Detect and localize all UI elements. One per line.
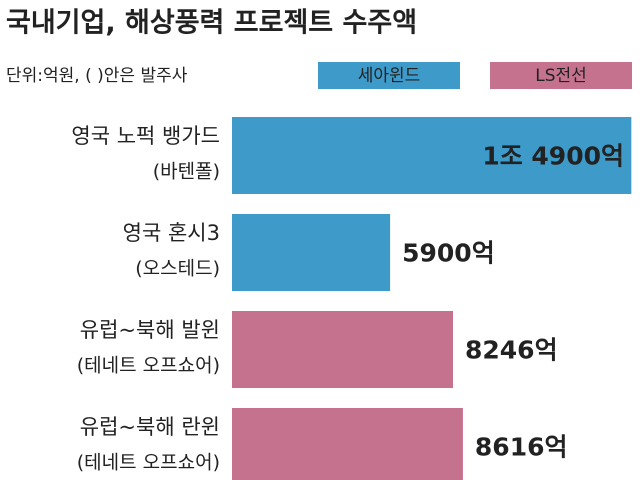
developer-label: (테네트 오프쇼어)	[77, 452, 220, 474]
developer-label: (테네트 오프쇼어)	[77, 355, 220, 377]
developer-label: (오스테드)	[135, 258, 220, 280]
legend-swatch	[490, 62, 632, 89]
legend-swatch	[318, 62, 460, 89]
category-label: 영국 혼시3	[123, 221, 220, 245]
category-label: 유럽~북해 란윈	[80, 415, 220, 439]
value-label: 5900억	[402, 239, 495, 268]
legend-label: 세아윈드	[358, 66, 421, 86]
chart-subtitle: 단위:억원, ( )안은 발주사	[6, 66, 188, 86]
value-label: 8246억	[465, 336, 558, 365]
bar	[232, 311, 453, 388]
value-label: 1조 4900억	[482, 142, 624, 171]
bar	[232, 214, 391, 291]
chart-title: 국내기업, 해상풍력 프로젝트 수주액	[6, 8, 417, 39]
legend-label: LS전선	[535, 66, 587, 86]
value-label: 8616억	[475, 433, 568, 462]
category-label: 영국 노퍽 뱅가드	[71, 124, 220, 148]
category-label: 유럽~북해 발윈	[80, 318, 220, 342]
bar	[232, 408, 463, 480]
bar	[232, 117, 632, 194]
developer-label: (바텐폴)	[153, 161, 220, 183]
